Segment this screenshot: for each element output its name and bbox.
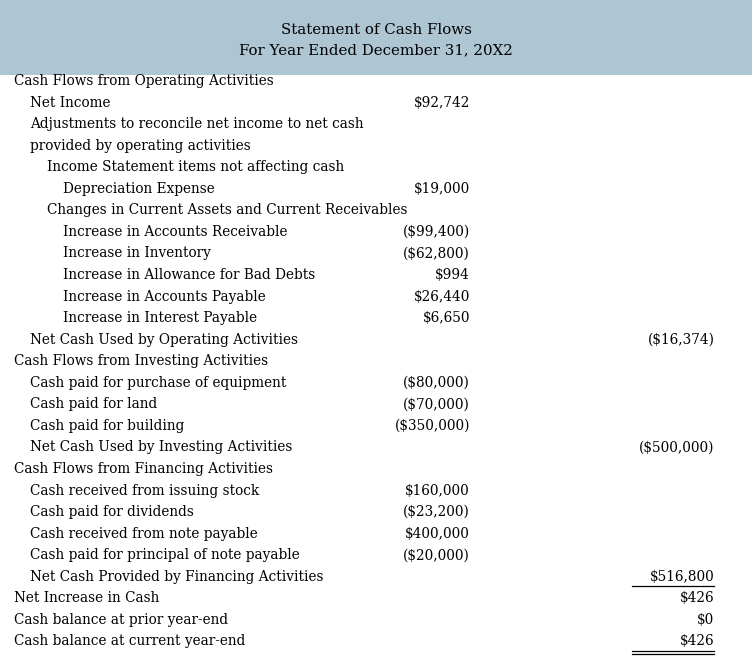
Text: $0: $0 — [697, 613, 714, 627]
Text: Income Statement items not affecting cash: Income Statement items not affecting cas… — [47, 161, 344, 174]
Text: Cash paid for principal of note payable: Cash paid for principal of note payable — [30, 549, 300, 562]
Text: Net Cash Provided by Financing Activities: Net Cash Provided by Financing Activitie… — [30, 570, 323, 584]
Text: $6,650: $6,650 — [423, 311, 470, 325]
Text: Net Income: Net Income — [30, 96, 111, 110]
Text: $994: $994 — [435, 268, 470, 282]
Text: ($80,000): ($80,000) — [403, 376, 470, 390]
Text: provided by operating activities: provided by operating activities — [30, 138, 251, 153]
Text: Cash Flows from Investing Activities: Cash Flows from Investing Activities — [14, 355, 268, 368]
Text: Increase in Accounts Receivable: Increase in Accounts Receivable — [63, 225, 288, 239]
Text: $516,800: $516,800 — [650, 570, 714, 584]
Text: Cash paid for building: Cash paid for building — [30, 419, 184, 433]
Text: Cash balance at prior year-end: Cash balance at prior year-end — [14, 613, 228, 627]
Text: Cash paid for land: Cash paid for land — [30, 397, 157, 411]
Text: ($70,000): ($70,000) — [403, 397, 470, 411]
Text: ($350,000): ($350,000) — [395, 419, 470, 433]
Text: $19,000: $19,000 — [414, 182, 470, 196]
Text: $160,000: $160,000 — [405, 484, 470, 498]
Text: ($62,800): ($62,800) — [403, 246, 470, 260]
Text: Net Cash Used by Investing Activities: Net Cash Used by Investing Activities — [30, 440, 293, 454]
Text: ($23,200): ($23,200) — [403, 505, 470, 519]
Text: $26,440: $26,440 — [414, 290, 470, 304]
Text: Increase in Interest Payable: Increase in Interest Payable — [63, 311, 257, 325]
Text: Statement of Cash Flows: Statement of Cash Flows — [280, 23, 472, 37]
Text: $426: $426 — [680, 634, 714, 648]
Text: Cash received from issuing stock: Cash received from issuing stock — [30, 484, 259, 498]
Text: Increase in Inventory: Increase in Inventory — [63, 246, 211, 260]
Text: Cash Flows from Operating Activities: Cash Flows from Operating Activities — [14, 74, 273, 88]
Text: ($20,000): ($20,000) — [403, 549, 470, 562]
Text: Increase in Allowance for Bad Debts: Increase in Allowance for Bad Debts — [63, 268, 315, 282]
Text: Depreciation Expense: Depreciation Expense — [63, 182, 215, 196]
Text: Net Cash Used by Operating Activities: Net Cash Used by Operating Activities — [30, 332, 298, 347]
Bar — [0, 0, 752, 75]
Text: $400,000: $400,000 — [405, 527, 470, 541]
Text: Adjustments to reconcile net income to net cash: Adjustments to reconcile net income to n… — [30, 117, 364, 131]
Text: Cash received from note payable: Cash received from note payable — [30, 527, 258, 541]
Text: For Year Ended December 31, 20X2: For Year Ended December 31, 20X2 — [239, 43, 513, 57]
Text: Net Increase in Cash: Net Increase in Cash — [14, 591, 159, 605]
Text: Cash Flows from Financing Activities: Cash Flows from Financing Activities — [14, 462, 272, 476]
Text: Cash balance at current year-end: Cash balance at current year-end — [14, 634, 245, 648]
Text: $92,742: $92,742 — [414, 96, 470, 110]
Text: Cash paid for purchase of equipment: Cash paid for purchase of equipment — [30, 376, 287, 390]
Text: Increase in Accounts Payable: Increase in Accounts Payable — [63, 290, 266, 304]
Text: ($16,374): ($16,374) — [647, 332, 714, 347]
Text: $426: $426 — [680, 591, 714, 605]
Text: Changes in Current Assets and Current Receivables: Changes in Current Assets and Current Re… — [47, 203, 407, 217]
Text: ($500,000): ($500,000) — [639, 440, 714, 454]
Text: ($99,400): ($99,400) — [403, 225, 470, 239]
Text: Cash paid for dividends: Cash paid for dividends — [30, 505, 194, 519]
